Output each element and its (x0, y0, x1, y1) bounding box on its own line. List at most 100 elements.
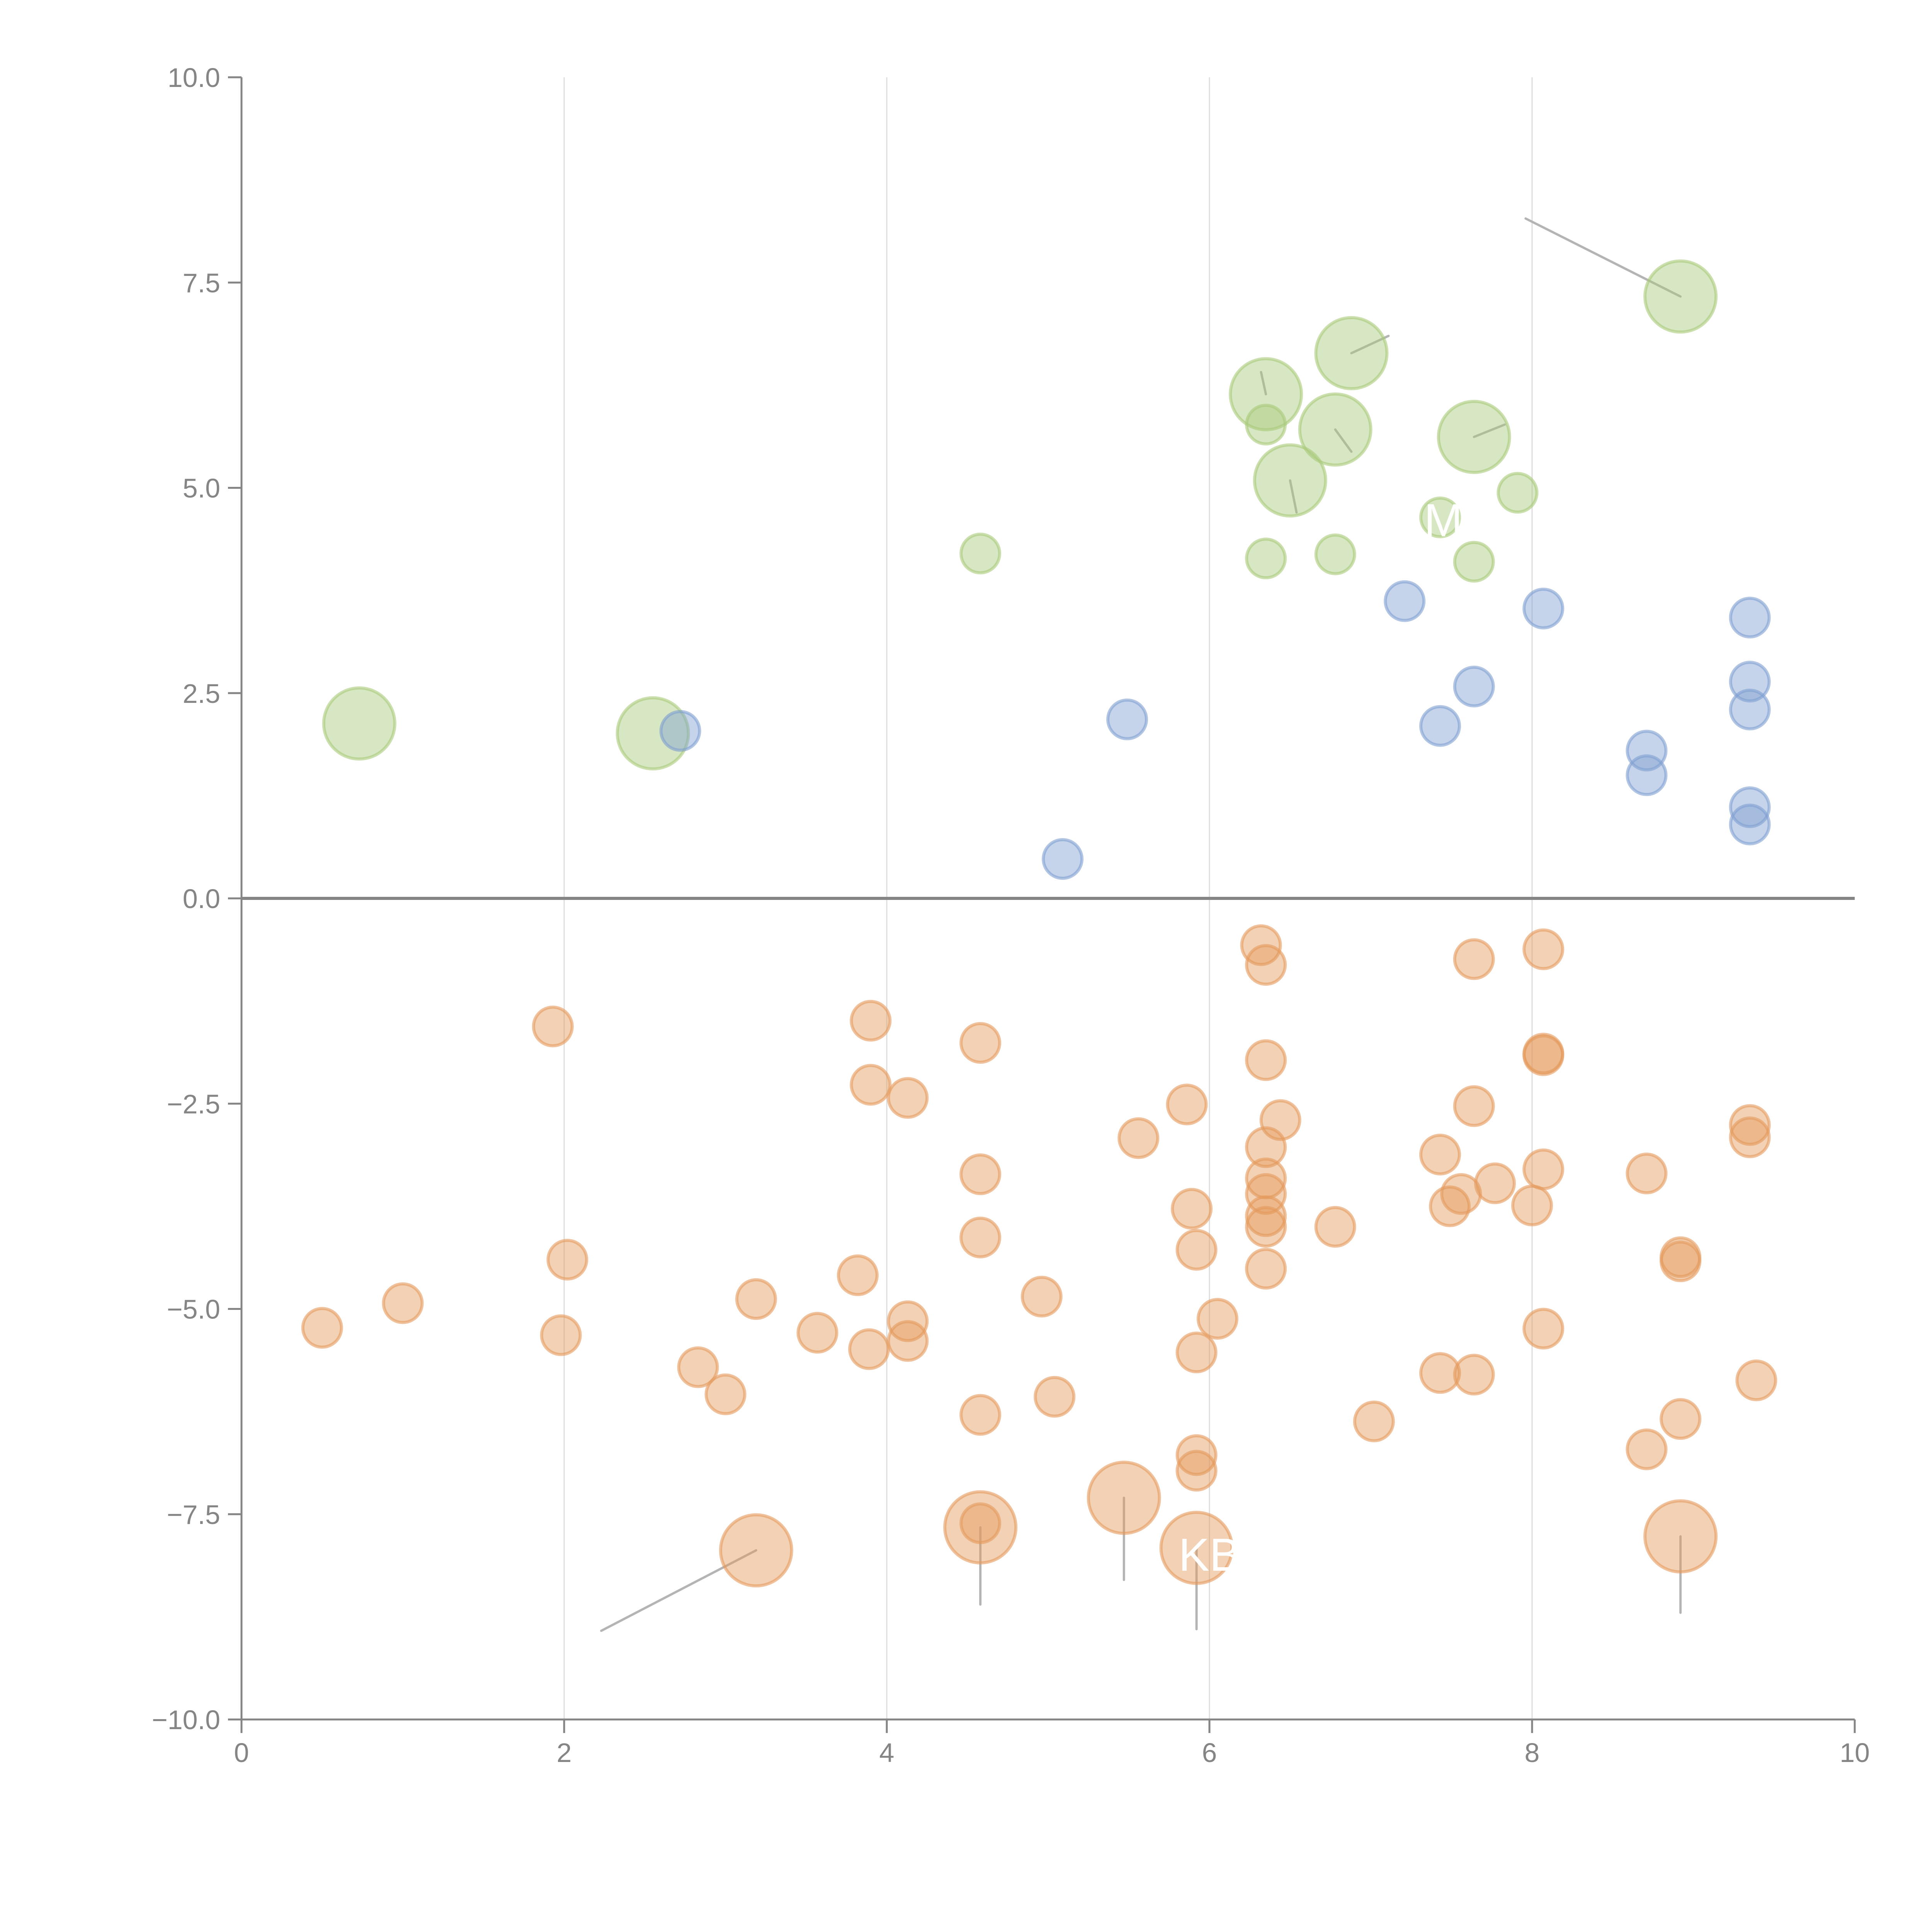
point-green (1437, 400, 1511, 474)
point-green (1245, 403, 1287, 446)
point-blue (659, 710, 701, 752)
y-tick-label: 7.5 (183, 268, 220, 298)
point-green (1497, 472, 1539, 514)
point-orange (1353, 1400, 1395, 1442)
point-orange (1245, 1173, 1287, 1215)
point-orange (1245, 1195, 1287, 1237)
point-orange (1453, 1085, 1495, 1127)
annotation-labels: KB M (1179, 495, 1463, 1581)
data-points (301, 259, 1777, 1588)
x-tick-label: 6 (1202, 1738, 1217, 1768)
point-orange (837, 1254, 879, 1296)
leader-line (1289, 479, 1298, 514)
y-tick-label: −7.5 (167, 1500, 220, 1530)
point-orange (1729, 1104, 1771, 1146)
x-tick-label: 10 (1840, 1738, 1870, 1768)
point-orange (382, 1282, 424, 1324)
point-orange (1034, 1376, 1076, 1418)
point-orange (1171, 1188, 1213, 1230)
y-tick-label: −5.0 (167, 1294, 220, 1325)
leader-line (1260, 371, 1267, 396)
point-orange (704, 1373, 747, 1415)
point-green (1314, 533, 1356, 575)
point-orange (1626, 1152, 1668, 1194)
x-tick-label: 4 (879, 1738, 895, 1768)
point-orange (735, 1278, 777, 1320)
point-orange (1660, 1398, 1702, 1440)
point-orange (848, 1328, 890, 1370)
leader-line (1334, 428, 1353, 453)
point-orange (959, 1022, 1002, 1064)
point-green (1253, 443, 1327, 518)
point-green (1453, 541, 1495, 583)
point-orange (1522, 1308, 1565, 1350)
point-orange (1419, 1352, 1461, 1394)
point-orange (887, 1320, 929, 1362)
point-orange (301, 1307, 343, 1349)
point-orange (850, 1064, 892, 1106)
point-green (959, 532, 1002, 575)
point-orange (1175, 1434, 1218, 1476)
point-orange (1735, 1359, 1777, 1401)
annotation-label: KB (1179, 1529, 1240, 1581)
leader-line (1473, 423, 1506, 438)
point-blue (1384, 580, 1426, 622)
axes (228, 76, 1856, 1733)
point-green (322, 686, 396, 761)
point-orange (1245, 1126, 1287, 1168)
point-orange (1626, 1428, 1668, 1470)
point-orange (1196, 1298, 1238, 1340)
point-orange (1159, 1510, 1234, 1585)
y-tick-label: 2.5 (183, 679, 220, 709)
point-orange (1175, 1229, 1218, 1271)
point-orange (1729, 1116, 1771, 1158)
point-green (1314, 316, 1389, 390)
point-blue (1626, 754, 1668, 796)
point-orange (719, 1513, 793, 1588)
point-orange (887, 1077, 929, 1119)
leader-lines (600, 217, 1682, 1632)
point-orange (1020, 1276, 1063, 1318)
point-orange (1522, 1148, 1565, 1190)
point-blue (1729, 689, 1771, 731)
point-orange (1453, 938, 1495, 980)
point-blue (1729, 786, 1771, 828)
y-tick-label: −2.5 (167, 1089, 220, 1119)
point-orange (1117, 1117, 1160, 1159)
point-orange (1245, 1206, 1287, 1248)
point-orange (943, 1490, 1018, 1565)
point-orange (1175, 1450, 1218, 1492)
x-tick-label: 2 (557, 1738, 572, 1768)
point-orange (1643, 1499, 1718, 1574)
point-blue (1106, 698, 1148, 740)
point-blue (1042, 838, 1084, 880)
point-blue (1419, 705, 1461, 747)
point-blue (1453, 665, 1495, 707)
point-green (1229, 357, 1303, 432)
annotation-label: M (1424, 495, 1463, 546)
point-orange (546, 1239, 588, 1281)
y-tick-label: −10.0 (152, 1705, 220, 1735)
point-orange (959, 1502, 1002, 1544)
x-tick-label: 8 (1525, 1738, 1540, 1768)
point-green (1419, 497, 1461, 538)
point-orange (959, 1394, 1002, 1436)
x-tick-label: 0 (234, 1738, 249, 1768)
tick-labels: 0 2 4 6 8 10 10.0 7.5 5.0 2.5 0.0 −2.5 −5.0 −7.5 −10.0 (152, 63, 1870, 1768)
point-orange (677, 1346, 719, 1388)
point-orange (1522, 928, 1565, 970)
point-orange (540, 1314, 582, 1356)
point-orange (1419, 1134, 1461, 1175)
point-green (1245, 537, 1287, 580)
point-blue (1522, 587, 1565, 629)
leader-line (600, 1549, 757, 1632)
point-orange (1245, 1039, 1287, 1081)
point-orange (1453, 1354, 1495, 1396)
point-orange (1511, 1184, 1553, 1226)
y-tick-label: 0.0 (183, 884, 220, 914)
point-orange (959, 1153, 1002, 1195)
point-blue (1729, 803, 1771, 845)
point-orange (1087, 1461, 1161, 1535)
point-orange (1245, 944, 1287, 986)
leader-line (1524, 217, 1682, 298)
